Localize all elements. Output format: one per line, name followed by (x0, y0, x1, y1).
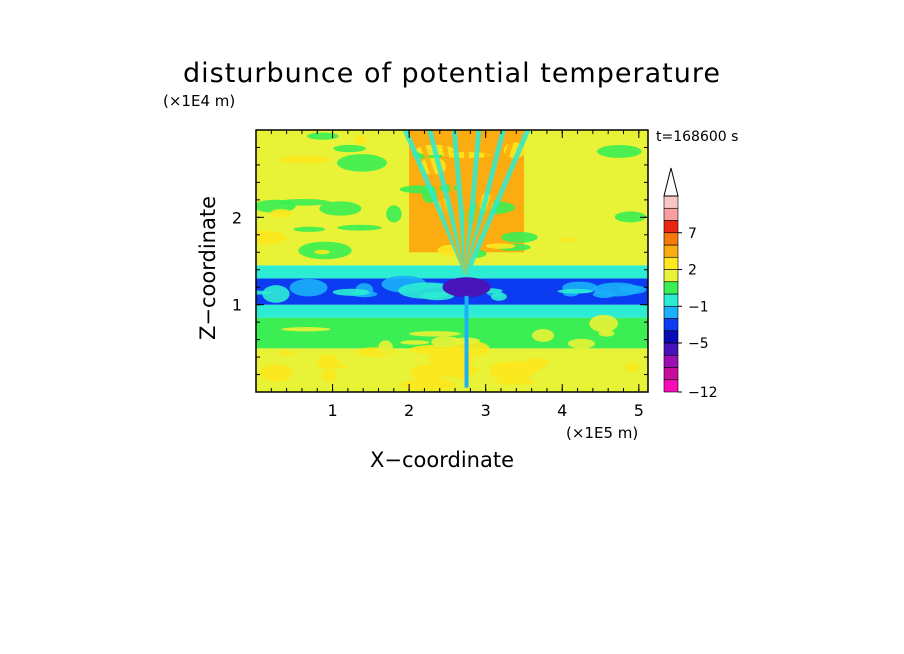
contour-field (256, 130, 648, 392)
x-axis-label: X−coordinate (370, 448, 514, 472)
field-blob (314, 249, 330, 255)
field-blob (409, 331, 461, 337)
colorbar-segment (663, 256, 679, 270)
colorbar-tick-label: 7 (688, 226, 697, 242)
field-band (256, 265, 648, 279)
field-blob (398, 282, 453, 299)
field-blob (401, 378, 456, 391)
field-blob (625, 362, 639, 373)
colorbar-segment (663, 367, 679, 381)
field-blob (337, 154, 387, 172)
field-blob (619, 285, 647, 295)
colorbar-segment (663, 305, 679, 319)
field-blob (490, 292, 507, 301)
field-blob (289, 278, 328, 297)
x-tick-label: 5 (634, 401, 644, 420)
field-blob (532, 329, 555, 342)
field-blob (557, 288, 594, 294)
x-tick-label: 2 (404, 401, 414, 420)
colorbar-tick-label: −12 (688, 385, 718, 401)
plot-frame (255, 129, 649, 393)
field-blob (322, 369, 336, 382)
time-label: t=168600 s (656, 129, 739, 145)
field-blob (386, 205, 402, 223)
colorbar-segment (663, 281, 679, 295)
field-blob (316, 354, 340, 369)
colorbar-segment (663, 354, 679, 368)
x-tick-label: 1 (327, 401, 337, 420)
colorbar-segment (663, 244, 679, 258)
x-unit-label: (×1E5 m) (566, 424, 639, 442)
axis-ticks: 1 2 3 4 5 1 2 (232, 130, 648, 420)
colorbar-segment (663, 318, 679, 332)
field-blob (256, 230, 288, 245)
field-blob (431, 336, 461, 348)
field-blob (589, 314, 619, 333)
field-blob (556, 237, 576, 242)
field-blob (306, 132, 339, 140)
y-tick-label: 2 (232, 208, 242, 227)
field-blob (293, 226, 326, 232)
x-tick-label: 4 (557, 401, 567, 420)
colorbar-tick-label: 2 (688, 263, 697, 279)
field-blob (485, 243, 516, 249)
field-blob (596, 144, 642, 158)
field-blob (337, 224, 382, 231)
source-core (442, 277, 491, 298)
field-blob (493, 378, 536, 385)
field-blob (333, 144, 366, 153)
colorbar-segment (663, 293, 679, 307)
y-tick-label: 1 (232, 296, 242, 315)
field-blob (279, 155, 331, 164)
field-blob (592, 290, 616, 298)
field-band (256, 304, 648, 318)
wave-beam (464, 130, 531, 276)
field-blob (400, 340, 430, 345)
field-blob (378, 340, 393, 355)
field-blob (354, 135, 367, 145)
colorbar-segment (663, 207, 679, 221)
chart-title: disturbunce of potential temperature (183, 58, 721, 89)
colorbar-segment (663, 232, 679, 246)
colorbar-segment (663, 269, 679, 283)
colorbar-extend-triangle (663, 167, 679, 197)
field-blob (449, 340, 490, 357)
colorbar-segment (663, 330, 679, 344)
field-blob (278, 350, 295, 356)
colorbar-tick-label: −1 (688, 299, 709, 315)
field-blob (614, 211, 647, 223)
field-blob (260, 364, 293, 383)
field-blob (489, 364, 535, 380)
colorbar-segment (663, 220, 679, 234)
field-blob (332, 288, 370, 296)
y-unit-label: (×1E4 m) (163, 92, 236, 110)
field-blob (501, 231, 538, 243)
field-blob (256, 290, 273, 295)
field-blob (262, 285, 290, 303)
field-blob (427, 363, 479, 378)
colorbar-tick-label: −5 (688, 336, 709, 352)
colorbar-segment (663, 379, 679, 393)
colorbar-segment (663, 195, 679, 209)
colorbar: 7 2 −1 −5 −12 (663, 167, 718, 401)
x-tick-label: 3 (481, 401, 491, 420)
colorbar-segment (663, 342, 679, 356)
field-blob (319, 201, 362, 216)
field-blob (567, 338, 596, 349)
field-blob (270, 209, 293, 218)
field-blob (281, 327, 331, 332)
